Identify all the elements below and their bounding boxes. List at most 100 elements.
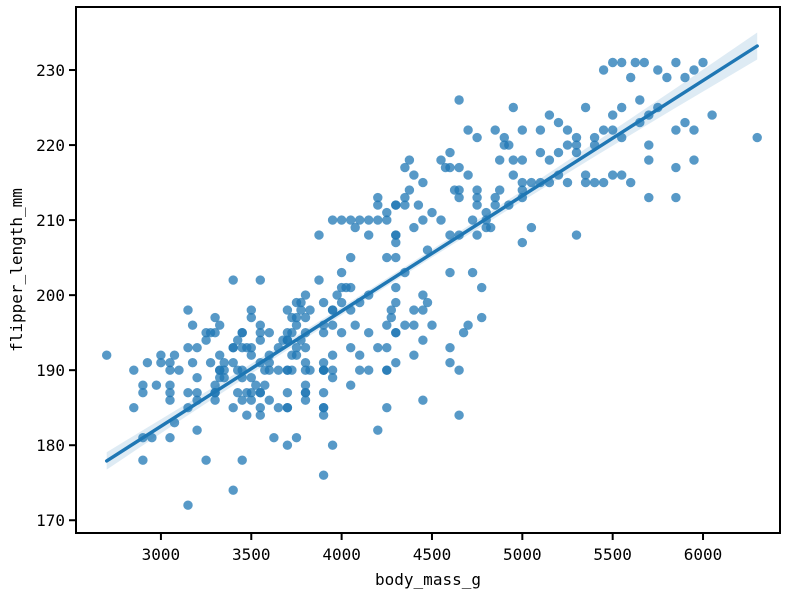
data-point (255, 388, 265, 398)
data-point (445, 358, 455, 368)
data-point (508, 170, 518, 180)
data-point (169, 418, 180, 428)
data-point (517, 192, 527, 203)
data-point (183, 500, 193, 510)
data-point (589, 177, 600, 188)
data-point (336, 328, 347, 338)
data-point (653, 65, 663, 75)
x-tick-label: 5500 (593, 545, 632, 564)
data-point (535, 177, 546, 188)
data-point (382, 320, 392, 330)
data-point (571, 230, 582, 240)
data-point (463, 320, 473, 330)
data-point (264, 350, 274, 360)
x-axis-label: body_mass_g (375, 570, 481, 589)
data-point (246, 350, 256, 360)
data-point (467, 267, 478, 278)
data-point (138, 433, 148, 443)
data-point (169, 350, 180, 360)
data-point (355, 215, 365, 225)
data-point (626, 72, 636, 83)
data-point (400, 267, 410, 278)
data-point (445, 147, 455, 158)
data-point (192, 373, 202, 383)
x-tick-label: 5000 (503, 545, 542, 564)
data-point (752, 132, 762, 143)
data-point (373, 215, 383, 225)
data-point (454, 230, 464, 240)
data-point (264, 328, 274, 338)
data-point (273, 365, 284, 375)
data-point (404, 155, 415, 165)
data-point (391, 200, 401, 210)
data-point (210, 312, 220, 323)
data-point (526, 222, 537, 233)
data-point (364, 215, 374, 225)
data-point (282, 440, 293, 450)
data-point (571, 140, 582, 150)
data-point (355, 350, 365, 360)
data-point (210, 395, 220, 405)
data-point (291, 433, 302, 443)
data-point (400, 200, 410, 210)
data-point (391, 358, 401, 368)
data-point (454, 162, 464, 173)
data-point (278, 335, 288, 345)
data-point (617, 132, 627, 143)
data-point (264, 358, 274, 368)
data-point (535, 147, 546, 158)
data-point (490, 192, 500, 203)
data-point (165, 388, 175, 398)
data-point (300, 380, 311, 390)
data-point (156, 358, 166, 368)
data-point (413, 200, 424, 210)
data-point (305, 305, 315, 315)
x-tick-label: 3000 (142, 545, 181, 564)
data-point (138, 380, 148, 390)
data-point (427, 207, 437, 218)
data-point (300, 388, 311, 398)
data-point (187, 358, 198, 368)
data-point (517, 237, 527, 248)
data-point (174, 365, 184, 375)
data-point (589, 132, 600, 143)
data-point (418, 177, 428, 188)
data-point (490, 125, 500, 135)
data-point (215, 350, 225, 360)
data-point (391, 230, 401, 240)
data-point (458, 328, 469, 338)
y-tick-label: 210 (36, 211, 65, 230)
data-point (156, 350, 166, 360)
data-point (142, 358, 153, 368)
data-point (192, 395, 202, 405)
data-point (336, 267, 347, 278)
data-point (237, 373, 247, 383)
data-point (327, 350, 338, 360)
data-point (201, 455, 211, 465)
data-point (327, 215, 338, 225)
data-point (544, 155, 555, 165)
data-point (255, 328, 265, 338)
data-point (495, 185, 505, 195)
data-point (617, 102, 627, 113)
data-point (689, 155, 699, 165)
y-tick-label: 220 (36, 136, 65, 155)
data-point (382, 207, 392, 218)
data-point (477, 312, 487, 323)
data-point (571, 147, 582, 158)
data-point (165, 358, 175, 368)
data-point (589, 140, 600, 150)
data-point (391, 237, 401, 248)
data-point (373, 425, 383, 435)
data-point (192, 425, 202, 435)
x-tick-label: 4500 (413, 545, 452, 564)
data-point (454, 95, 464, 105)
data-point (237, 365, 247, 375)
data-point (644, 155, 654, 165)
data-point (391, 328, 401, 338)
data-point (508, 155, 518, 165)
data-point (228, 358, 238, 368)
data-point (300, 395, 311, 405)
y-tick-label: 170 (36, 511, 65, 530)
data-point (639, 57, 649, 68)
